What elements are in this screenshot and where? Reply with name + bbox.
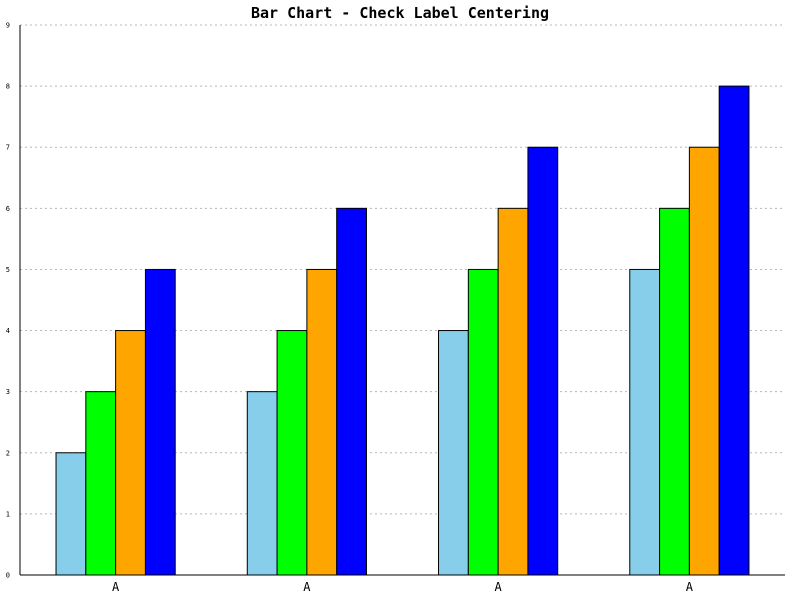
y-tick-label: 1 (6, 510, 10, 518)
y-tick-label: 8 (6, 83, 10, 91)
y-tick-label: 5 (6, 266, 10, 274)
x-tick-label: A (112, 580, 120, 594)
bar (85, 391, 117, 576)
y-tick-label: 4 (6, 327, 10, 335)
bar (527, 146, 559, 576)
bar (276, 330, 308, 576)
bar (246, 391, 278, 576)
bar (497, 207, 529, 576)
x-tick-label: A (495, 580, 503, 594)
y-tick-labels: 0 1 2 3 4 5 6 7 8 9 (6, 22, 10, 580)
y-tick-label: 7 (6, 144, 10, 152)
axes (19, 25, 785, 576)
chart-title: Bar Chart - Check Label Centering (251, 4, 549, 22)
y-tick-label: 9 (6, 22, 10, 30)
bar (336, 207, 367, 576)
bar (659, 207, 690, 576)
bar (688, 146, 720, 576)
y-tick-label: 0 (6, 572, 10, 580)
y-tick-label: 2 (6, 449, 10, 457)
x-tick-label: A (303, 580, 311, 594)
y-tick-label: 3 (6, 388, 10, 396)
y-tick-label: 6 (6, 205, 10, 213)
bar (144, 268, 176, 576)
bar (718, 85, 750, 576)
bar (629, 268, 661, 576)
bar (55, 452, 87, 576)
bar (467, 268, 499, 576)
bar (306, 268, 338, 576)
bar (115, 330, 146, 576)
bars (55, 85, 750, 576)
bar (438, 330, 469, 576)
x-tick-label: A (686, 580, 694, 594)
